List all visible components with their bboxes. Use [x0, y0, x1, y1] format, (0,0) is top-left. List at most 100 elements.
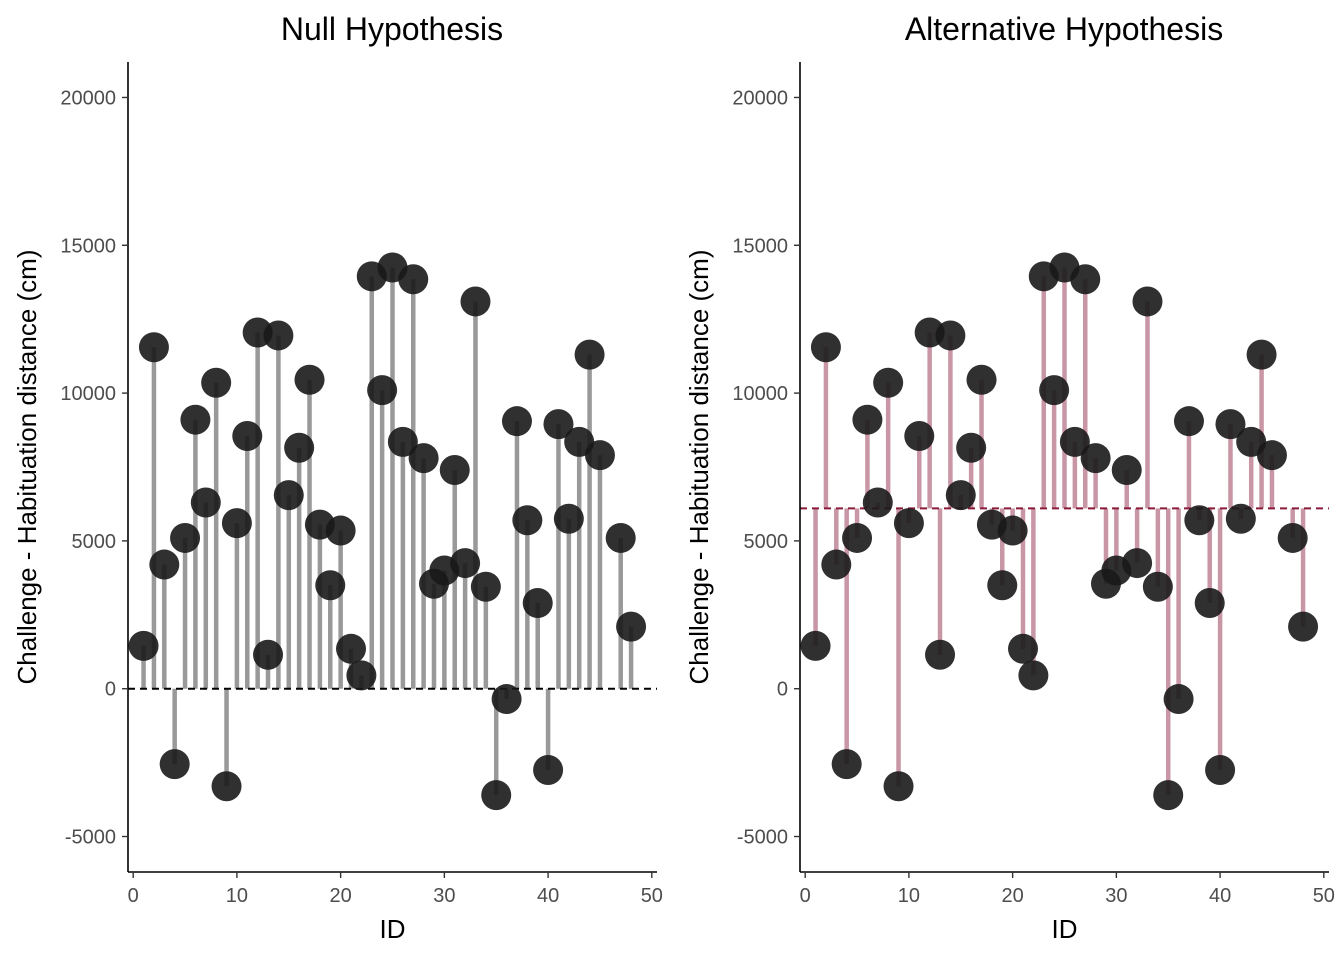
y-tick-label: 0: [105, 679, 116, 701]
data-point: [408, 443, 439, 474]
data-point: [543, 409, 574, 440]
data-point: [149, 549, 180, 580]
data-point: [367, 375, 398, 406]
data-point: [439, 454, 470, 485]
x-tick-label: 50: [1313, 885, 1335, 907]
data-point: [232, 420, 263, 451]
data-point: [325, 515, 356, 546]
data-point: [1153, 780, 1184, 811]
x-axis-title: ID: [380, 914, 406, 944]
y-tick-label: -5000: [65, 827, 116, 849]
panel-title: Alternative Hypothesis: [905, 11, 1223, 47]
data-point: [935, 320, 966, 351]
x-tick-label: 50: [641, 885, 663, 907]
data-point: [852, 404, 883, 435]
data-point: [1184, 505, 1215, 536]
data-point: [481, 780, 512, 811]
x-tick-label: 0: [128, 885, 139, 907]
data-point: [284, 432, 315, 463]
x-tick-label: 30: [1105, 885, 1127, 907]
data-point: [842, 522, 873, 553]
data-point: [1008, 633, 1039, 664]
data-point: [460, 286, 491, 317]
data-point: [574, 339, 605, 370]
y-tick-label: 5000: [744, 531, 789, 553]
data-point: [904, 420, 935, 451]
y-tick-label: 0: [777, 679, 788, 701]
data-point: [450, 548, 481, 579]
data-point: [336, 633, 367, 664]
data-point: [810, 332, 841, 363]
x-tick-label: 0: [800, 885, 811, 907]
alternative-hypothesis-panel: Alternative Hypothesis -5000 0 5000 10000 150…: [684, 11, 1335, 944]
data-point: [170, 522, 201, 553]
data-point: [1080, 443, 1111, 474]
panel-title: Null Hypothesis: [281, 11, 503, 47]
data-point: [1070, 264, 1101, 295]
data-point: [1256, 440, 1287, 471]
data-point: [1039, 375, 1070, 406]
data-point: [1205, 755, 1236, 786]
data-point: [273, 480, 304, 511]
data-point: [1225, 503, 1256, 534]
data-point: [873, 367, 904, 398]
data-point: [553, 503, 584, 534]
data-point: [470, 571, 501, 602]
y-tick-label: 15000: [60, 235, 116, 257]
x-tick-label: 40: [537, 885, 559, 907]
data-point: [1142, 571, 1173, 602]
data-point: [1122, 548, 1153, 579]
x-tick-label: 30: [433, 885, 455, 907]
data-point: [966, 364, 997, 395]
data-point: [605, 522, 636, 553]
y-tick-label: 15000: [732, 235, 788, 257]
data-point: [221, 508, 252, 539]
data-point: [584, 440, 615, 471]
data-point: [1163, 684, 1194, 715]
data-point: [1132, 286, 1163, 317]
y-tick-label: 5000: [72, 531, 117, 553]
data-point: [997, 515, 1028, 546]
x-tick-label: 20: [1002, 885, 1024, 907]
data-point: [180, 404, 211, 435]
data-point: [501, 406, 532, 437]
x-tick-label: 20: [330, 885, 352, 907]
data-point: [346, 660, 377, 691]
data-point: [211, 771, 242, 802]
data-point: [925, 639, 956, 670]
data-point: [1215, 409, 1246, 440]
data-point: [893, 508, 924, 539]
data-point: [1277, 522, 1308, 553]
data-point: [201, 367, 232, 398]
y-tick-label: 10000: [732, 383, 788, 405]
data-point: [387, 426, 418, 457]
x-tick-label: 10: [898, 885, 920, 907]
y-tick-label: -5000: [737, 827, 788, 849]
data-point: [831, 749, 862, 780]
data-point: [616, 611, 647, 642]
data-point: [956, 432, 987, 463]
data-point: [1173, 406, 1204, 437]
data-point: [294, 364, 325, 395]
y-axis-title: Challenge - Habituation distance (cm): [12, 250, 42, 685]
data-point: [522, 587, 553, 618]
x-axis-title: ID: [1052, 914, 1078, 944]
data-point: [883, 771, 914, 802]
data-point: [1059, 426, 1090, 457]
data-point: [1194, 587, 1225, 618]
y-tick-label: 10000: [60, 383, 116, 405]
data-point: [1288, 611, 1319, 642]
data-point: [862, 487, 893, 518]
null-hypothesis-panel: Null Hypothesis -5000 0 5000 10000 15000 20000…: [12, 11, 663, 944]
y-tick-label: 20000: [60, 87, 116, 109]
data-point: [253, 639, 284, 670]
data-point: [128, 630, 159, 661]
data-point: [1246, 339, 1277, 370]
data-point: [1111, 454, 1142, 485]
x-tick-label: 40: [1209, 885, 1231, 907]
data-point: [1018, 660, 1049, 691]
data-point: [821, 549, 852, 580]
data-point: [159, 749, 190, 780]
data-point: [512, 505, 543, 536]
